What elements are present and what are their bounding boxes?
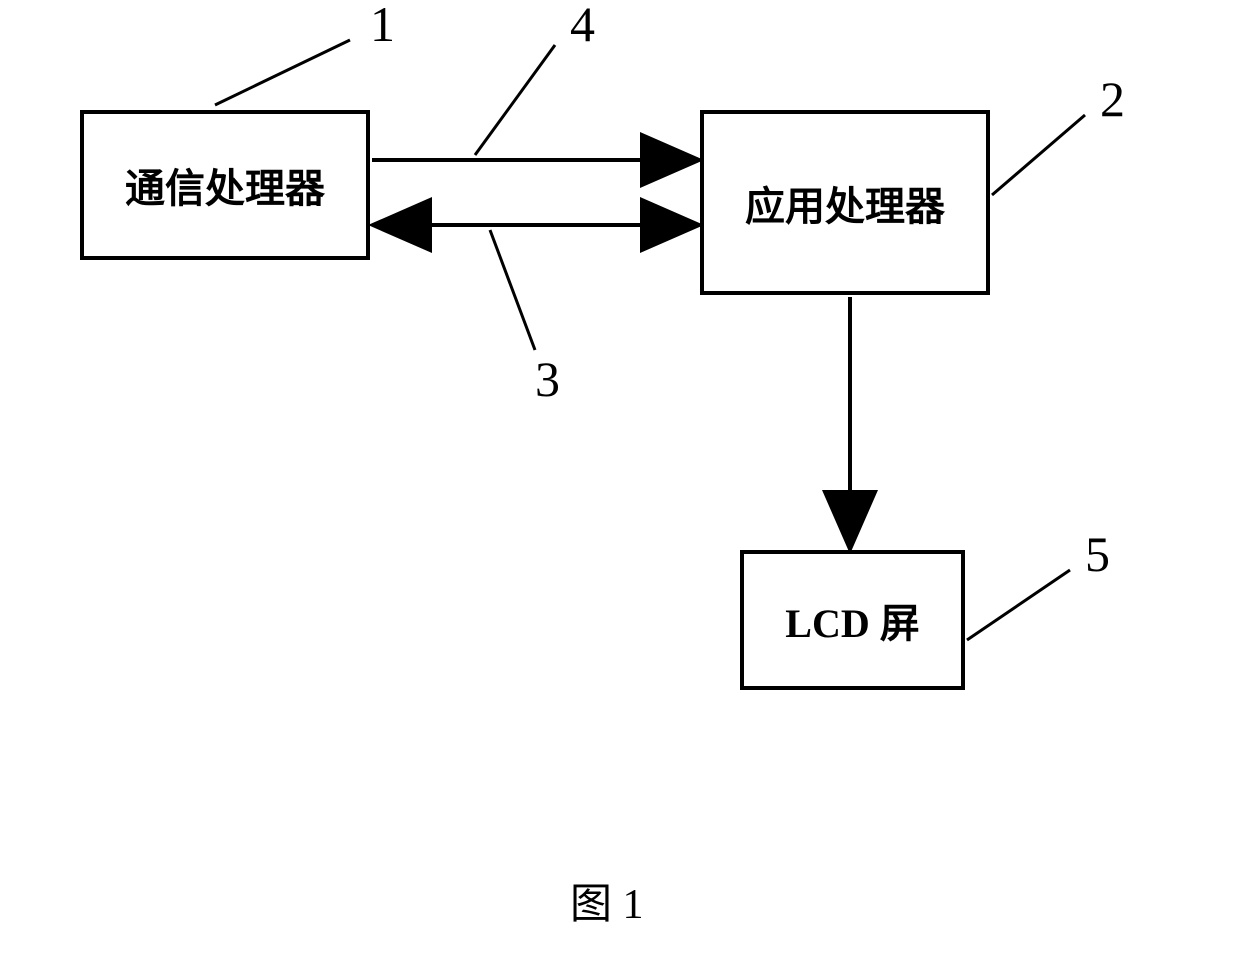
callout-line-5 (967, 570, 1070, 640)
node-comm-processor: 通信处理器 (80, 110, 370, 260)
figure-caption: 图 1 (570, 870, 644, 931)
block-diagram: 通信处理器 应用处理器 LCD 屏 1 4 2 3 5 图 1 (0, 0, 1252, 961)
node-app-processor-label: 应用处理器 (745, 174, 945, 232)
callout-line-3 (490, 230, 535, 350)
node-lcd: LCD 屏 (740, 550, 965, 690)
callout-label-4: 4 (570, 0, 595, 53)
callout-label-3: 3 (535, 350, 560, 408)
callout-label-2: 2 (1100, 70, 1125, 128)
callout-line-4 (475, 45, 555, 155)
node-lcd-label: LCD 屏 (785, 591, 919, 649)
callout-label-5: 5 (1085, 525, 1110, 583)
node-app-processor: 应用处理器 (700, 110, 990, 295)
callout-label-1: 1 (370, 0, 395, 53)
node-comm-processor-label: 通信处理器 (125, 156, 325, 214)
callout-line-2 (992, 115, 1085, 195)
callout-line-1 (215, 40, 350, 105)
